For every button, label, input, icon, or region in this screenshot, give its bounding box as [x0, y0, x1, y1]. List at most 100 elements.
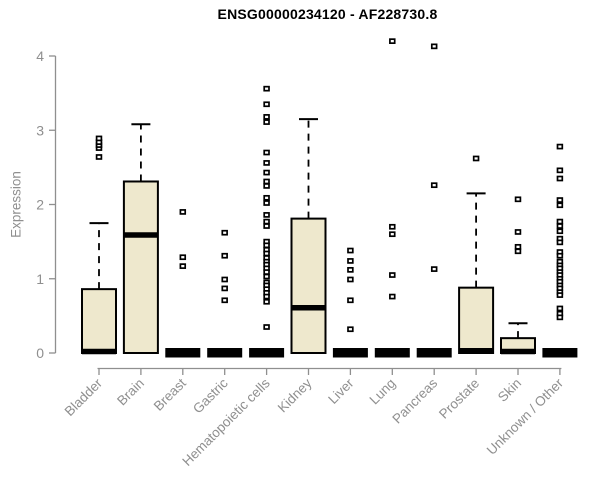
outlier-point [263, 178, 270, 185]
outlier-point [514, 248, 522, 255]
flat-box [249, 348, 285, 358]
outlier-point [263, 218, 270, 225]
box-brain [122, 123, 159, 354]
outlier-point [263, 324, 270, 330]
outlier-point [263, 119, 270, 125]
outlier-point [179, 209, 187, 215]
box-kidney [290, 118, 327, 354]
outlier-point [347, 297, 354, 304]
y-tick-label: 4 [36, 48, 44, 64]
outlier-point [556, 223, 564, 229]
box-rect [458, 286, 495, 354]
outlier-point [263, 250, 270, 257]
box-lung [374, 38, 410, 358]
outlier-point [263, 114, 270, 120]
outlier-point [556, 239, 564, 246]
flat-box [374, 348, 410, 358]
outlier-point [263, 194, 270, 201]
x-tick-label: Breast [151, 375, 189, 413]
outlier-point [556, 218, 564, 225]
box-unknown-other [542, 143, 578, 358]
outlier-point [514, 196, 522, 203]
box-rect [81, 288, 117, 354]
outlier-point [263, 160, 270, 166]
x-tick-label: Unknown / Other [484, 375, 567, 458]
outlier-point [556, 167, 564, 174]
outlier-point [430, 43, 438, 50]
outlier-point [221, 276, 228, 283]
outlier-point [263, 212, 270, 218]
outlier-point [430, 266, 438, 272]
outlier-point [263, 101, 270, 108]
outlier-point [556, 197, 564, 203]
outlier-point [95, 135, 103, 142]
x-tick-label: Prostate [436, 376, 482, 422]
box-gastric [207, 229, 243, 358]
outlier-point [221, 229, 228, 236]
y-tick-label: 0 [36, 345, 44, 361]
outlier-point [389, 223, 396, 230]
flat-box [416, 348, 452, 358]
box-hematopoietic-cells [249, 85, 285, 358]
outlier-point [556, 305, 564, 312]
y-tick-label: 2 [36, 197, 44, 213]
outlier-point [556, 202, 564, 209]
outlier-point [347, 258, 354, 264]
flat-box [207, 348, 243, 358]
chart-title: ENSG00000234120 - AF228730.8 [217, 6, 438, 22]
outlier-point [263, 169, 270, 176]
flat-box [332, 348, 368, 358]
outlier-point [263, 298, 270, 305]
outlier-point [556, 252, 564, 259]
outlier-point [347, 247, 354, 254]
outlier-point [263, 269, 270, 275]
y-tick-label: 1 [36, 271, 44, 287]
outlier-point [179, 254, 187, 261]
outlier-point [389, 38, 396, 45]
outlier-point [347, 276, 354, 283]
outlier-point [263, 149, 270, 156]
outlier-point [556, 175, 564, 182]
outlier-point [389, 293, 396, 300]
x-tick-label: Kidney [275, 375, 315, 415]
outlier-point [556, 314, 564, 321]
outlier-point [514, 229, 522, 235]
y-axis-title: Expression [8, 171, 24, 238]
box-skin [500, 196, 536, 355]
box-liver [332, 247, 368, 358]
outlier-point [347, 266, 354, 273]
outlier-point [347, 326, 354, 333]
x-tick-label: Bladder [62, 375, 106, 419]
x-tick-label: Skin [495, 376, 524, 405]
outlier-point [556, 143, 564, 150]
y-tick-label: 3 [36, 122, 44, 138]
outlier-point [221, 297, 228, 304]
outlier-point [389, 272, 396, 278]
outlier-point [430, 182, 438, 189]
outlier-point [221, 285, 228, 292]
outlier-point [95, 154, 103, 160]
box-bladder [81, 135, 117, 355]
box-rect [290, 217, 327, 354]
outlier-point [263, 223, 270, 229]
outlier-point [263, 200, 270, 206]
outlier-point [514, 243, 522, 250]
outlier-point [556, 228, 564, 235]
x-tick-label: Pancreas [389, 375, 440, 426]
outlier-point [221, 252, 228, 259]
x-tick-label: Brain [114, 376, 147, 409]
x-tick-label: Lung [367, 376, 399, 408]
outlier-point [389, 231, 396, 238]
box-prostate [458, 155, 495, 354]
box-pancreas [416, 43, 452, 358]
box-breast [165, 209, 201, 358]
box-rect [122, 180, 159, 354]
outlier-point [263, 242, 270, 249]
outlier-point [179, 263, 187, 269]
outlier-point [263, 273, 270, 280]
outlier-point [472, 155, 480, 162]
flat-box [165, 348, 201, 358]
